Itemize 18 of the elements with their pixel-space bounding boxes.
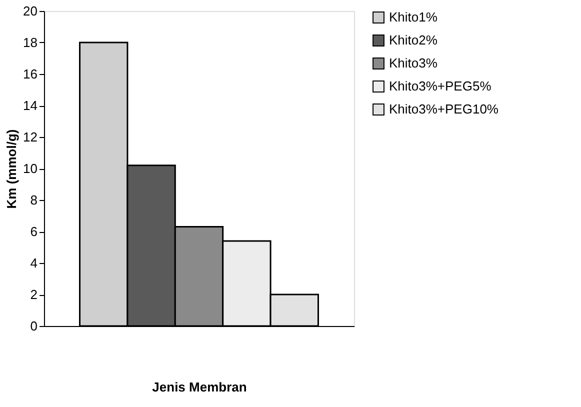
y-tick-label: 12 <box>23 130 38 144</box>
y-tick-label: 20 <box>23 4 38 18</box>
legend-label: Khito2% <box>389 32 438 48</box>
y-tick-label: 2 <box>30 287 38 302</box>
y-tick-label: 6 <box>30 224 38 239</box>
y-tick-label: 0 <box>30 318 38 334</box>
x-axis-title: Jenis Membran <box>152 380 247 394</box>
y-tick-label: 16 <box>23 66 38 82</box>
y-tick-label: 4 <box>30 256 38 270</box>
legend-label: Khito1% <box>389 10 438 24</box>
y-tick-label: 8 <box>30 192 38 208</box>
y-tick-label: 10 <box>23 161 38 176</box>
legend-label: Khito3%+PEG5% <box>389 78 492 94</box>
legend-label: Khito3%+PEG10% <box>389 102 499 116</box>
y-tick-label: 14 <box>23 98 38 113</box>
y-axis-title: Km (mmol/g) <box>4 129 20 209</box>
y-tick-label: 18 <box>23 35 38 50</box>
legend-label: Khito3% <box>389 56 438 70</box>
